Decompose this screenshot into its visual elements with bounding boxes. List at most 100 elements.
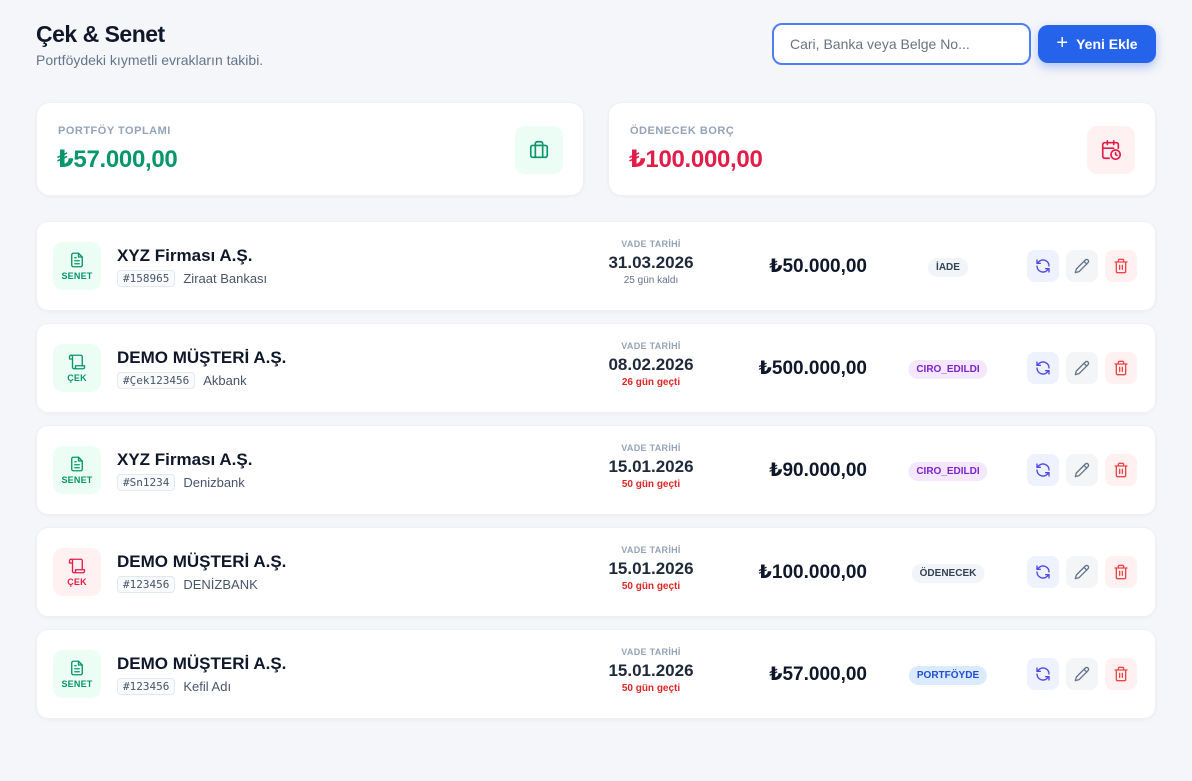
search-input[interactable] bbox=[772, 23, 1031, 65]
refresh-icon bbox=[1035, 360, 1051, 376]
amount: ₺500.000,00 bbox=[758, 358, 867, 379]
row-actions bbox=[1027, 454, 1137, 486]
bank-name: Akbank bbox=[203, 373, 247, 388]
edit-button[interactable] bbox=[1066, 454, 1098, 486]
due-date: 15.01.2026 bbox=[608, 457, 694, 476]
document-type-badge: SENET bbox=[53, 242, 101, 290]
row-actions bbox=[1027, 658, 1137, 690]
page-title: Çek & Senet bbox=[36, 21, 165, 47]
due-date-label: VADE TARİHİ bbox=[621, 647, 681, 657]
delete-button[interactable] bbox=[1105, 658, 1137, 690]
plus-icon: + bbox=[1056, 32, 1069, 54]
party-name: XYZ Firması A.Ş. bbox=[117, 450, 253, 469]
status-badge: PORTFÖYDE bbox=[908, 666, 988, 685]
record-row[interactable]: ÇEK DEMO MÜŞTERİ A.Ş. #Çek123456 Akbank … bbox=[36, 323, 1156, 413]
amount: ₺100.000,00 bbox=[758, 562, 867, 583]
record-meta: #123456 DENİZBANK bbox=[117, 576, 258, 593]
document-type-label: SENET bbox=[61, 475, 93, 485]
due-note: 50 gün geçti bbox=[621, 683, 681, 694]
amount: ₺50.000,00 bbox=[769, 256, 867, 277]
delete-button[interactable] bbox=[1105, 250, 1137, 282]
status-badge: İADE bbox=[928, 258, 968, 277]
record-meta: #123456 Kefil Adı bbox=[117, 678, 231, 695]
record-row[interactable]: SENET XYZ Firması A.Ş. #Sn1234 Denizbank… bbox=[36, 425, 1156, 515]
due-note: 25 gün kaldı bbox=[623, 275, 679, 286]
add-new-button-label: Yeni Ekle bbox=[1076, 36, 1138, 52]
document-type-badge: ÇEK bbox=[53, 344, 101, 392]
trash-icon bbox=[1113, 360, 1129, 376]
refresh-icon bbox=[1035, 564, 1051, 580]
party-name: XYZ Firması A.Ş. bbox=[117, 246, 253, 265]
due-note: 50 gün geçti bbox=[621, 479, 681, 490]
due-date-block: VADE TARİHİ 31.03.2026 25 gün kaldı bbox=[591, 239, 711, 286]
bank-name: Ziraat Bankası bbox=[183, 271, 268, 286]
refresh-icon bbox=[1035, 258, 1051, 274]
record-row[interactable]: ÇEK DEMO MÜŞTERİ A.Ş. #123456 DENİZBANK … bbox=[36, 527, 1156, 617]
row-actions bbox=[1027, 352, 1137, 384]
document-number: #Çek123456 bbox=[117, 372, 196, 389]
bank-name: DENİZBANK bbox=[183, 577, 258, 592]
change-status-button[interactable] bbox=[1027, 556, 1059, 588]
row-actions bbox=[1027, 250, 1137, 282]
pencil-icon bbox=[1074, 462, 1090, 478]
due-date: 31.03.2026 bbox=[608, 253, 694, 272]
document-icon bbox=[68, 455, 86, 473]
party-name: DEMO MÜŞTERİ A.Ş. bbox=[117, 348, 287, 367]
edit-button[interactable] bbox=[1066, 352, 1098, 384]
record-meta: #158965 Ziraat Bankası bbox=[117, 270, 267, 287]
document-type-label: SENET bbox=[61, 271, 93, 281]
delete-button[interactable] bbox=[1105, 352, 1137, 384]
edit-button[interactable] bbox=[1066, 556, 1098, 588]
document-type-label: SENET bbox=[61, 679, 93, 689]
page-header: Çek & Senet Portföydeki kıymetli evrakla… bbox=[36, 20, 263, 68]
pencil-icon bbox=[1074, 666, 1090, 682]
document-type-badge: SENET bbox=[53, 446, 101, 494]
due-date-label: VADE TARİHİ bbox=[621, 443, 681, 453]
document-icon bbox=[68, 659, 86, 677]
due-note: 50 gün geçti bbox=[621, 581, 681, 592]
due-date-label: VADE TARİHİ bbox=[621, 545, 681, 555]
trash-icon bbox=[1113, 564, 1129, 580]
calendar-clock-icon bbox=[1087, 126, 1135, 174]
document-number: #123456 bbox=[117, 678, 176, 695]
document-type-label: ÇEK bbox=[67, 373, 87, 383]
change-status-button[interactable] bbox=[1027, 352, 1059, 384]
row-actions bbox=[1027, 556, 1137, 588]
trash-icon bbox=[1113, 462, 1129, 478]
edit-button[interactable] bbox=[1066, 658, 1098, 690]
due-note: 26 gün geçti bbox=[621, 377, 681, 388]
refresh-icon bbox=[1035, 666, 1051, 682]
document-icon bbox=[68, 251, 86, 269]
amount: ₺57.000,00 bbox=[769, 664, 867, 685]
trash-icon bbox=[1113, 666, 1129, 682]
change-status-button[interactable] bbox=[1027, 658, 1059, 690]
due-date-block: VADE TARİHİ 15.01.2026 50 gün geçti bbox=[591, 443, 711, 490]
pencil-icon bbox=[1074, 360, 1090, 376]
stat-label: PORTFÖY TOPLAMI bbox=[58, 125, 171, 137]
status-badge: ÖDENECEK bbox=[911, 564, 985, 583]
payable-debt-card: ÖDENECEK BORÇ ₺100.000,00 bbox=[608, 102, 1156, 196]
delete-button[interactable] bbox=[1105, 556, 1137, 588]
change-status-button[interactable] bbox=[1027, 454, 1059, 486]
due-date-block: VADE TARİHİ 15.01.2026 50 gün geçti bbox=[591, 545, 711, 592]
portfolio-total-card: PORTFÖY TOPLAMI ₺57.000,00 bbox=[36, 102, 584, 196]
briefcase-icon bbox=[515, 126, 563, 174]
stat-value: ₺100.000,00 bbox=[629, 146, 763, 173]
add-new-button[interactable]: + Yeni Ekle bbox=[1038, 25, 1156, 63]
edit-button[interactable] bbox=[1066, 250, 1098, 282]
delete-button[interactable] bbox=[1105, 454, 1137, 486]
record-row[interactable]: SENET DEMO MÜŞTERİ A.Ş. #123456 Kefil Ad… bbox=[36, 629, 1156, 719]
stat-value: ₺57.000,00 bbox=[57, 146, 178, 173]
bank-name: Denizbank bbox=[183, 475, 245, 490]
due-date-block: VADE TARİHİ 08.02.2026 26 gün geçti bbox=[591, 341, 711, 388]
trash-icon bbox=[1113, 258, 1129, 274]
scroll-icon bbox=[68, 353, 86, 371]
record-row[interactable]: SENET XYZ Firması A.Ş. #158965 Ziraat Ba… bbox=[36, 221, 1156, 311]
stat-label: ÖDENECEK BORÇ bbox=[630, 125, 735, 137]
document-number: #123456 bbox=[117, 576, 176, 593]
change-status-button[interactable] bbox=[1027, 250, 1059, 282]
due-date: 15.01.2026 bbox=[608, 661, 694, 680]
status-badge: CIRO_EDILDI bbox=[908, 360, 988, 379]
refresh-icon bbox=[1035, 462, 1051, 478]
status-badge: CIRO_EDILDI bbox=[908, 462, 988, 481]
